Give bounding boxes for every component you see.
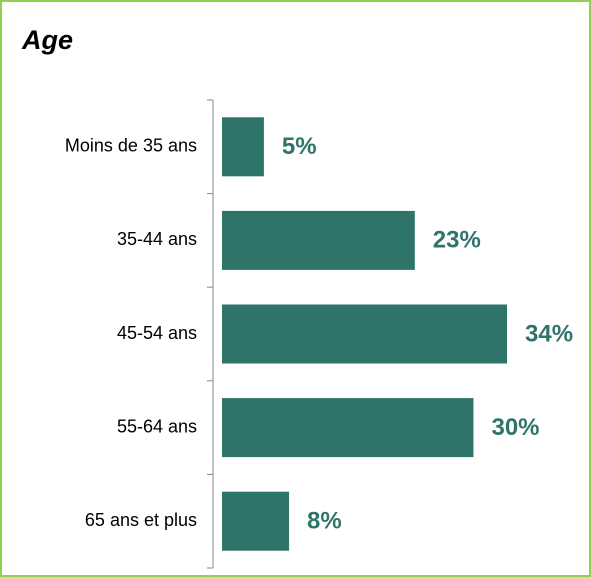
bar [222,210,415,270]
category-label: 45-54 ans [117,323,197,343]
value-label: 34% [525,320,573,347]
category-label: 65 ans et plus [85,510,197,530]
bar [222,304,507,364]
value-label: 23% [433,227,481,254]
value-label: 30% [491,414,539,441]
chart-title: Age [21,25,73,55]
bar [222,491,290,551]
category-label: 55-64 ans [117,416,197,436]
value-label: 5% [282,133,317,160]
value-label: 8% [307,508,342,535]
bar [222,398,474,458]
category-label: Moins de 35 ans [65,136,197,156]
category-label: 35-44 ans [117,229,197,249]
bar [222,117,264,177]
